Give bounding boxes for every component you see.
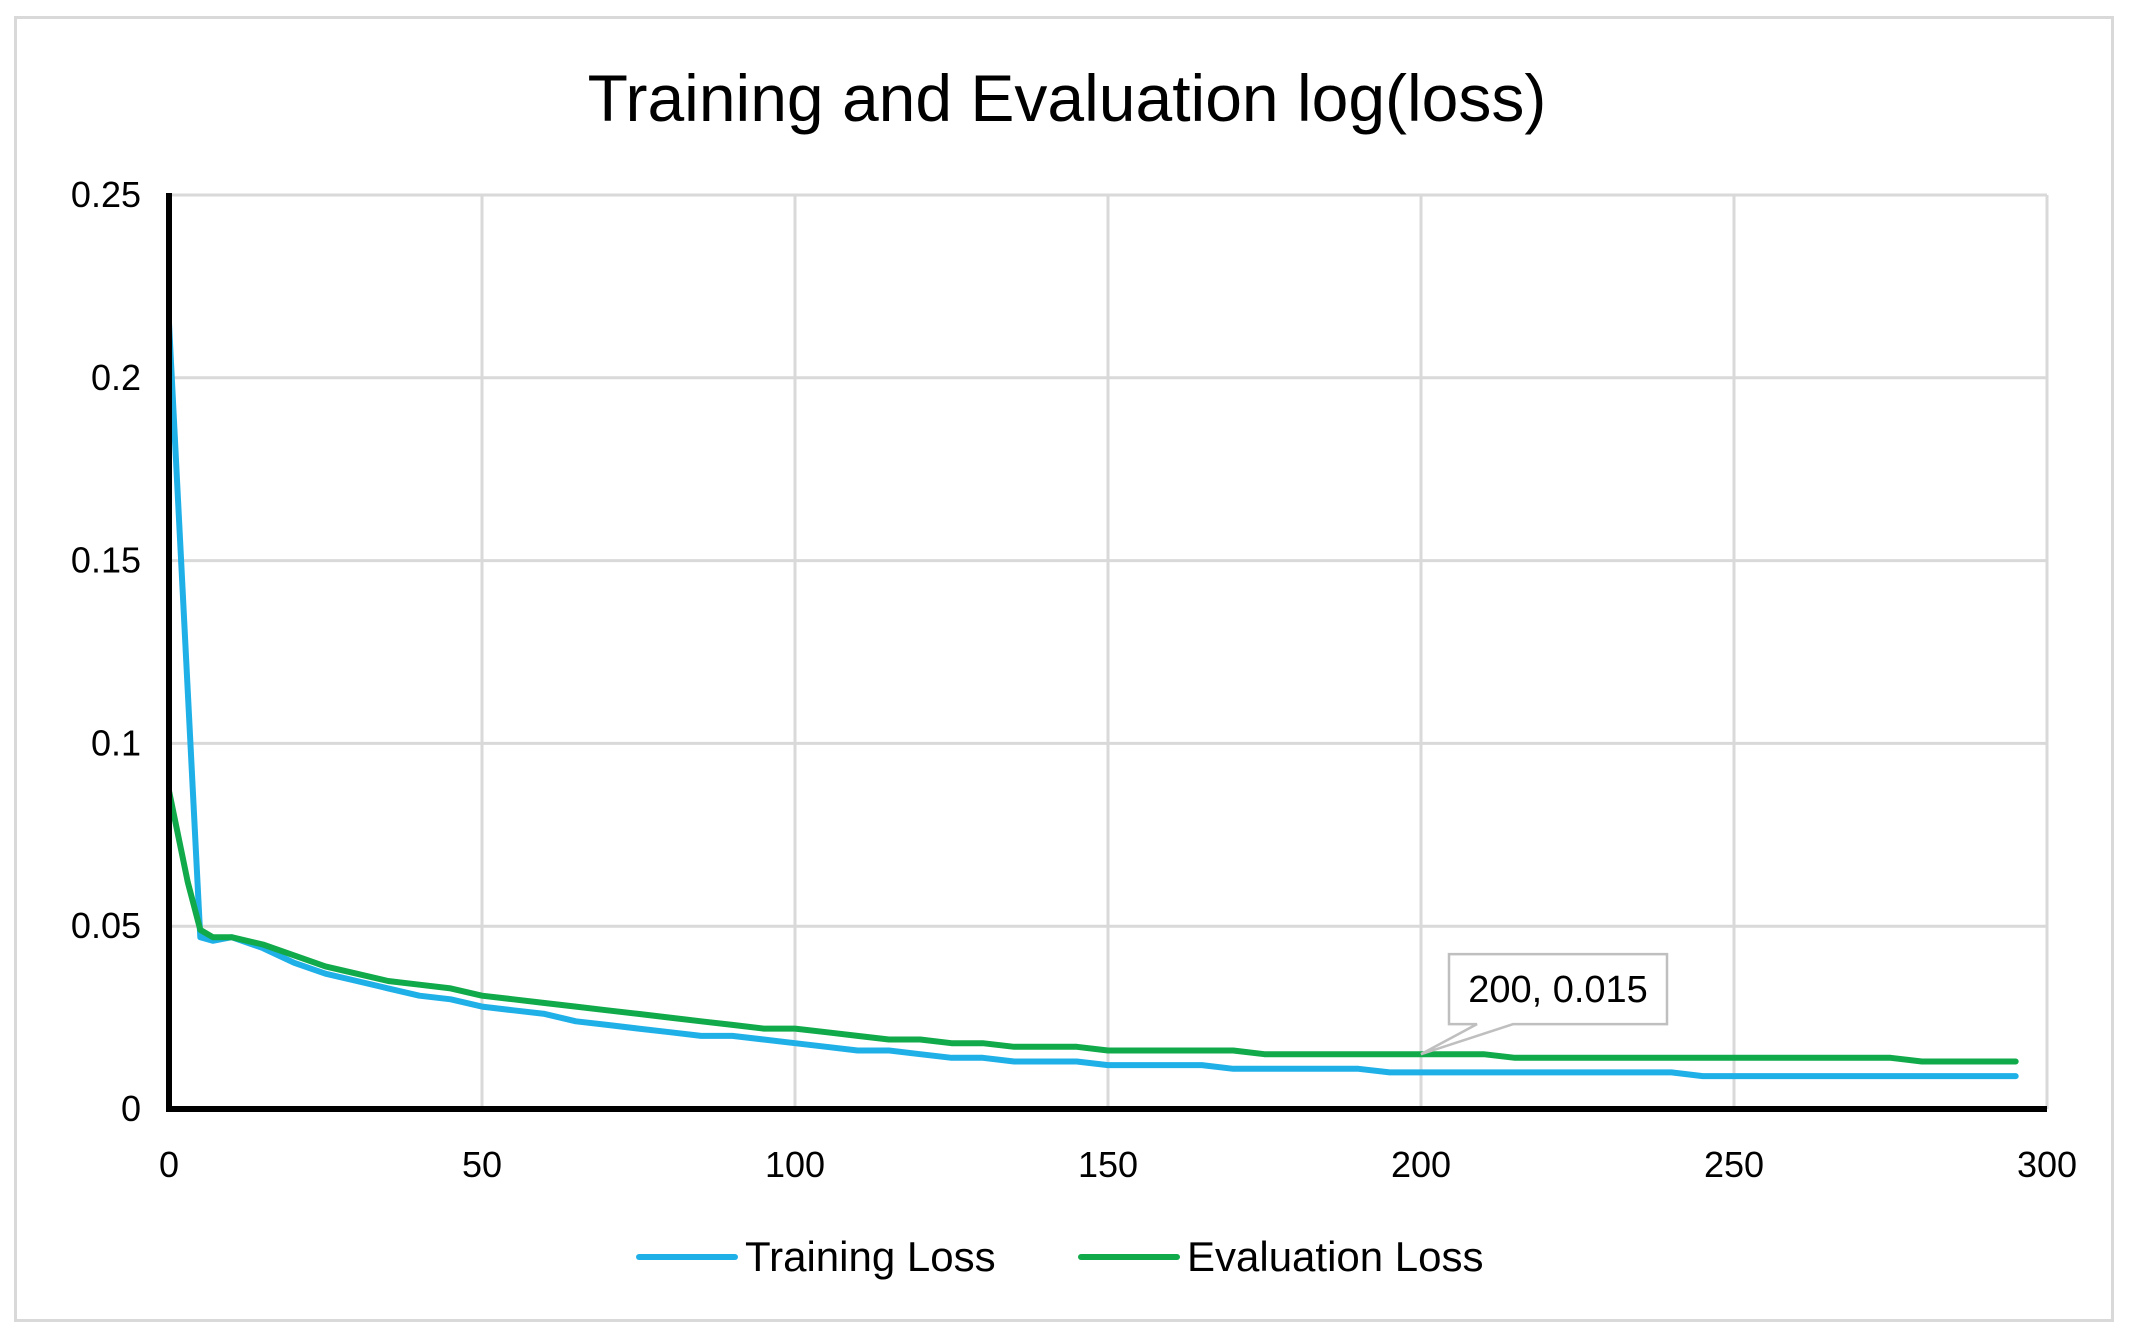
- data-callout: 200, 0.015: [1420, 952, 1669, 1056]
- legend: Training Loss Evaluation Loss: [636, 1233, 1484, 1280]
- callout-label: 200, 0.015: [1468, 969, 1648, 1011]
- line-chart: Training and Evaluation log(loss) 00.050…: [71, 61, 2077, 1280]
- y-tick-label: 0: [121, 1088, 141, 1129]
- y-tick-label: 0.25: [71, 174, 141, 215]
- grid: [169, 193, 2049, 1109]
- x-tick-label: 150: [1078, 1144, 1138, 1185]
- y-tick-label: 0.1: [91, 722, 141, 763]
- annotations: 200, 0.015: [1420, 952, 1669, 1056]
- series-line-training-loss: [166, 320, 2019, 1080]
- legend-item: Training Loss: [636, 1233, 996, 1280]
- x-tick-label: 200: [1391, 1144, 1451, 1185]
- y-tick-label: 0.2: [91, 357, 141, 398]
- legend-item: Evaluation Loss: [1078, 1233, 1484, 1280]
- series-lines: [166, 320, 2019, 1080]
- legend-label: Training Loss: [745, 1233, 996, 1280]
- x-tick-label: 300: [2017, 1144, 2077, 1185]
- x-tick-label: 0: [159, 1144, 179, 1185]
- x-tick-label: 100: [765, 1144, 825, 1185]
- y-tick-label: 0.15: [71, 540, 141, 581]
- series-line-evaluation-loss: [166, 787, 2019, 1065]
- chart-title: Training and Evaluation log(loss): [588, 61, 1547, 135]
- x-tick-label: 50: [462, 1144, 502, 1185]
- legend-label: Evaluation Loss: [1187, 1233, 1484, 1280]
- chart-frame: Training and Evaluation log(loss) 0 0.05 0…: [14, 16, 2114, 1322]
- axes: [166, 193, 2047, 1112]
- x-tick-label: 250: [1704, 1144, 1764, 1185]
- y-tick-label: 0.05: [71, 905, 141, 946]
- tick-labels: 0 0.05 0.1 0.15 0.2 0.25 0 50 100 150 200 250 300: [71, 174, 2077, 1185]
- callout-box: [1420, 952, 1669, 1056]
